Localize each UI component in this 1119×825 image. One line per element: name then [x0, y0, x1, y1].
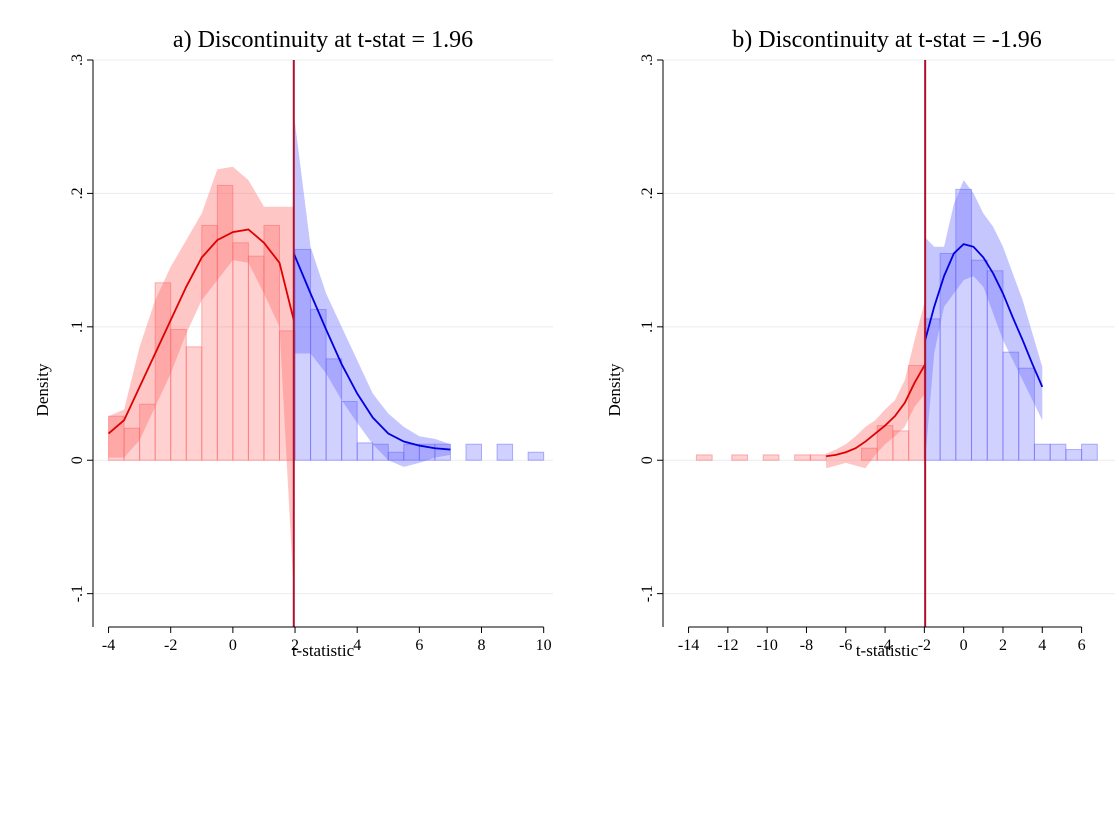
- fitted-density-line: [292, 253, 451, 451]
- histogram-bar: [325, 358, 343, 461]
- histogram-bar: [465, 443, 483, 461]
- x-tick-label: -4: [102, 637, 115, 654]
- histogram-bar: [695, 454, 713, 461]
- x-tick-label: 2: [999, 637, 1007, 654]
- x-tick-label: -8: [800, 637, 813, 654]
- histogram-bar: [201, 224, 218, 461]
- y-tick-label: .1: [639, 321, 656, 333]
- histogram-bar: [356, 442, 374, 461]
- histogram-bar: [971, 259, 988, 461]
- histogram-bar: [123, 427, 141, 461]
- x-axis-label: t-statistic: [292, 641, 355, 660]
- fitted-density-line: [924, 243, 1044, 388]
- x-tick-label: 8: [478, 637, 486, 654]
- histogram-bar: [809, 454, 827, 461]
- histogram-bar: [527, 451, 545, 461]
- y-tick-label: .2: [639, 187, 656, 199]
- histogram-bar: [263, 224, 280, 461]
- histogram-bar: [794, 454, 811, 461]
- y-axis-label: Density: [605, 363, 624, 416]
- panel-b: b) Discontinuity at t-stat = -1.96 Densi…: [605, 27, 1115, 660]
- histogram-bar: [986, 270, 1004, 461]
- confidence-band: [925, 180, 1043, 461]
- x-tick-label: 0: [960, 637, 968, 654]
- x-tick-label: -4: [878, 637, 891, 654]
- histogram-bar: [955, 188, 973, 461]
- histogram-bar: [496, 443, 514, 461]
- x-tick-label: -14: [678, 637, 699, 654]
- histogram-bar: [232, 242, 249, 461]
- histogram-bar: [731, 454, 749, 461]
- x-tick-label: 2: [291, 637, 299, 654]
- fitted-density-line: [107, 228, 295, 435]
- histogram-bar: [1065, 449, 1083, 461]
- x-tick-label: 10: [536, 637, 552, 654]
- chart-title: a) Discontinuity at t-stat = 1.96: [173, 27, 473, 53]
- histogram-bar: [1081, 443, 1098, 461]
- x-tick-label: -2: [164, 637, 177, 654]
- histogram-bar: [1002, 351, 1020, 461]
- histogram-bar: [170, 328, 187, 461]
- histogram-bar: [341, 401, 358, 461]
- y-tick-label: .2: [69, 187, 86, 199]
- histogram-bar: [762, 454, 780, 461]
- histogram-bar: [387, 451, 405, 461]
- x-tick-label: -6: [839, 637, 852, 654]
- y-tick-label: 0: [69, 456, 86, 464]
- chart-title: b) Discontinuity at t-stat = -1.96: [732, 27, 1042, 53]
- y-tick-label: .1: [69, 321, 86, 333]
- fitted-density-line: [825, 363, 926, 458]
- x-axis-label: t-statistic: [856, 641, 919, 660]
- x-tick-label: -10: [756, 637, 777, 654]
- histogram-bar: [108, 415, 125, 461]
- x-tick-label: 4: [1038, 637, 1046, 654]
- histogram-bar: [185, 346, 203, 461]
- histogram-bar: [216, 184, 234, 461]
- histogram-bar: [892, 430, 910, 461]
- histogram-bar: [278, 330, 296, 461]
- histogram-bar: [939, 252, 957, 461]
- histogram-bar: [247, 255, 265, 461]
- histogram-bar: [139, 403, 156, 461]
- histogram-bar: [294, 248, 312, 461]
- x-tick-label: 4: [353, 637, 361, 654]
- confidence-band: [108, 166, 294, 594]
- histogram-bar: [860, 447, 878, 461]
- confidence-band: [826, 300, 926, 469]
- y-tick-label: .3: [69, 54, 86, 66]
- x-tick-label: -12: [717, 637, 738, 654]
- histogram-bar: [1049, 443, 1067, 461]
- y-tick-label: -.1: [639, 585, 656, 602]
- x-tick-label: -2: [918, 637, 931, 654]
- histogram-bar: [1033, 443, 1051, 461]
- y-axis-label: Density: [33, 363, 52, 416]
- panel-a: a) Discontinuity at t-stat = 1.96 Densit…: [33, 27, 553, 660]
- histogram-bar: [1018, 367, 1035, 461]
- y-tick-label: .3: [639, 54, 656, 66]
- x-tick-label: 6: [415, 637, 423, 654]
- histogram-bar: [372, 443, 389, 461]
- confidence-band: [293, 113, 451, 467]
- x-tick-label: 6: [1078, 637, 1086, 654]
- y-tick-label: -.1: [69, 585, 86, 602]
- y-tick-label: 0: [639, 456, 656, 464]
- x-tick-label: 0: [229, 637, 237, 654]
